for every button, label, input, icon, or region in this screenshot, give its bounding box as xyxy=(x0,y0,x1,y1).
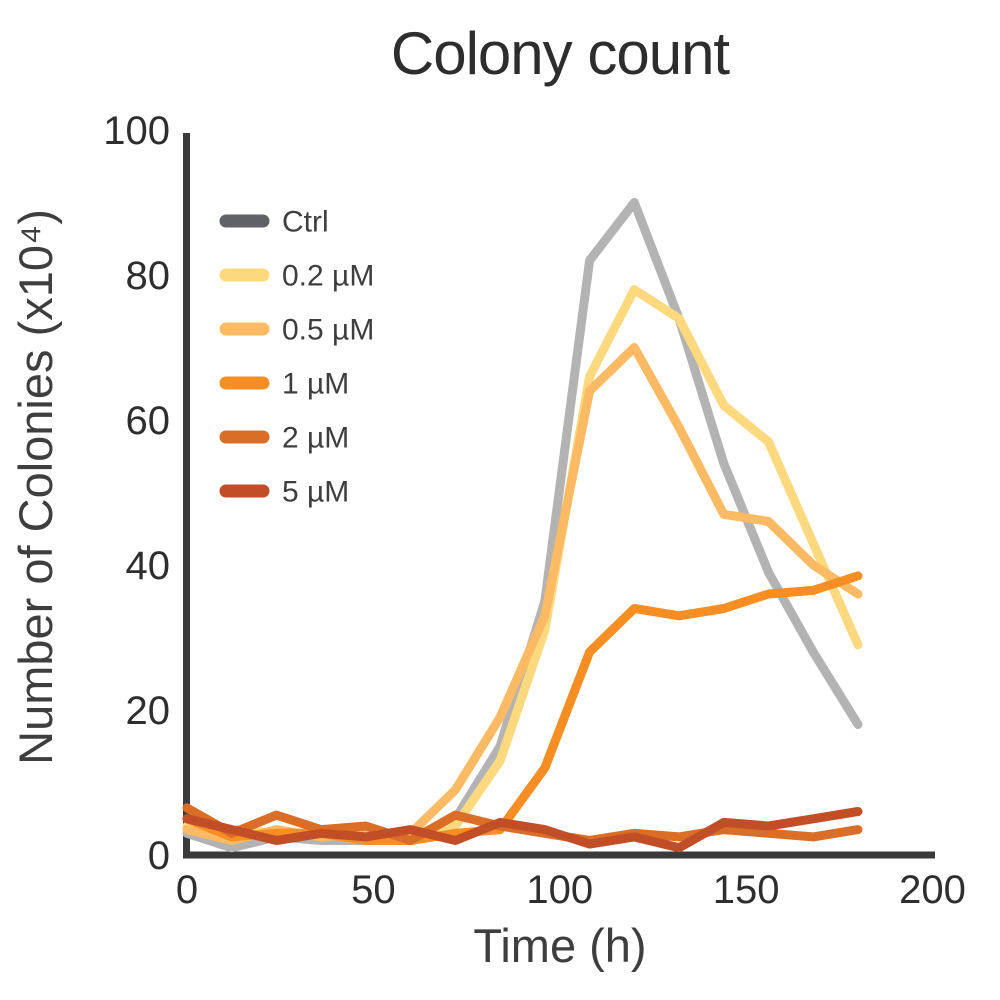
legend-label-ctrl: Ctrl xyxy=(282,206,329,239)
x-tick-label-150: 150 xyxy=(713,868,780,912)
series-line-ctrl xyxy=(182,198,863,853)
series-lines xyxy=(182,198,863,853)
legend-item-ctrl: Ctrl xyxy=(219,206,329,239)
legend-label-2-m: 2 µM xyxy=(282,422,349,455)
y-axis-label: Number of Colonies (x10⁴) xyxy=(9,209,62,765)
y-tick-label-40: 40 xyxy=(126,544,171,588)
series-line-5-m xyxy=(182,807,863,853)
y-tick-label-60: 60 xyxy=(126,399,171,443)
legend-item-0-5-m: 0.5 µM xyxy=(219,314,374,347)
x-tick-labels: 0 50 100 150 200 xyxy=(176,868,966,912)
x-axis-label: Time (h) xyxy=(473,919,646,972)
legend-item-5-m: 5 µM xyxy=(219,476,349,509)
y-tick-labels: 0 20 40 60 80 100 xyxy=(103,109,170,878)
legend-label-5-m: 5 µM xyxy=(282,476,349,509)
legend-item-1-m: 1 µM xyxy=(219,368,349,401)
y-tick-label-0: 0 xyxy=(148,834,170,878)
legend-label-0-5-m: 0.5 µM xyxy=(282,314,374,347)
legend-label-1-m: 1 µM xyxy=(282,368,349,401)
y-tick-label-20: 20 xyxy=(126,689,171,733)
x-tick-label-0: 0 xyxy=(176,868,198,912)
x-tick-label-50: 50 xyxy=(351,868,396,912)
x-tick-label-100: 100 xyxy=(526,868,593,912)
y-tick-label-80: 80 xyxy=(126,254,171,298)
legend-item-0-2-m: 0.2 µM xyxy=(219,260,374,293)
legend: Ctrl 0.2 µM 0.5 µM 1 µM 2 µM 5 µM xyxy=(219,206,374,509)
x-tick-label-200: 200 xyxy=(899,868,966,912)
chart-title: Colony count xyxy=(391,20,731,87)
y-tick-label-100: 100 xyxy=(103,109,170,153)
legend-item-2-m: 2 µM xyxy=(219,422,349,455)
legend-label-0-2-m: 0.2 µM xyxy=(282,260,374,293)
